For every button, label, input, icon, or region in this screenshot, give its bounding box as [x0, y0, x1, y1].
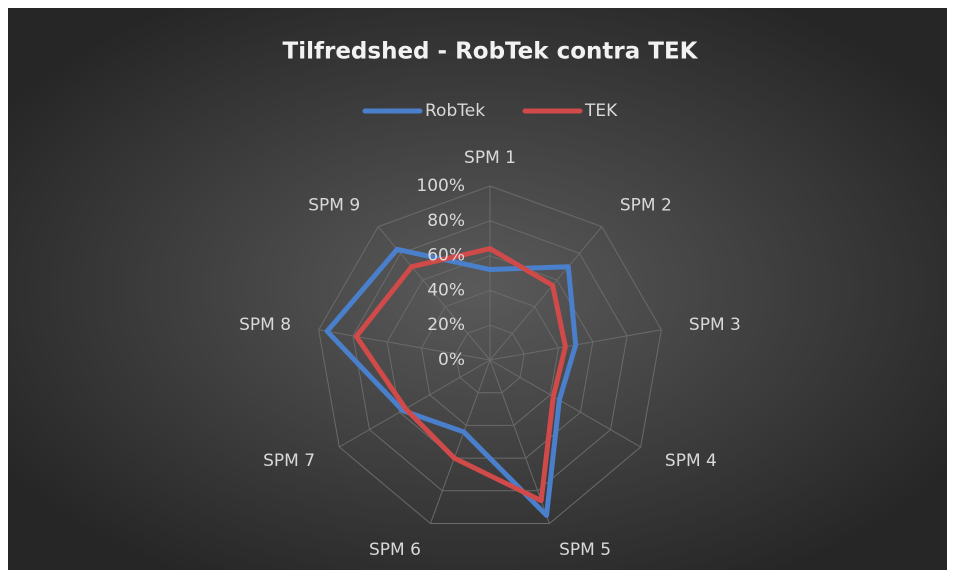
grid-ring — [318, 185, 662, 525]
spoke — [339, 359, 491, 448]
category-label: SPM 9 — [308, 195, 360, 215]
grid-ring — [420, 289, 560, 426]
grid-ring — [352, 220, 628, 492]
category-label: SPM 5 — [559, 540, 611, 560]
category-label: SPM 3 — [689, 315, 741, 335]
legend-label: TEK — [584, 101, 618, 121]
series-line — [353, 246, 568, 504]
spoke — [430, 359, 491, 524]
spoke — [489, 359, 641, 448]
y-tick-label: 40% — [427, 280, 465, 300]
chart-area — [8, 8, 947, 570]
spoke — [318, 329, 491, 361]
y-tick-label: 20% — [427, 315, 465, 335]
y-tick-label: 100% — [416, 176, 465, 196]
category-label: SPM 4 — [665, 451, 717, 471]
category-label: SPM 7 — [263, 451, 315, 471]
legend-label: RobTek — [425, 101, 485, 121]
y-tick-label: 0% — [438, 350, 465, 370]
y-tick-label: 80% — [427, 211, 465, 231]
category-label: SPM 2 — [620, 195, 672, 215]
grid-ring — [455, 324, 525, 394]
category-label: SPM 1 — [464, 148, 516, 168]
chart-title: Tilfredshed - RobTek contra TEK — [283, 39, 699, 65]
category-label: SPM 6 — [369, 540, 421, 560]
spoke — [489, 226, 603, 361]
category-label: SPM 8 — [239, 315, 291, 335]
y-tick-label: 60% — [427, 246, 465, 266]
series-line — [324, 246, 579, 518]
